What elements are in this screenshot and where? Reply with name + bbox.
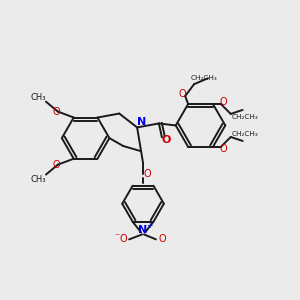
Text: CH₂CH₃: CH₂CH₃	[231, 131, 258, 137]
Text: CH₃: CH₃	[30, 93, 46, 102]
Text: CH₂CH₃: CH₂CH₃	[231, 114, 258, 120]
Text: O: O	[219, 97, 226, 107]
Text: O: O	[143, 169, 151, 179]
Text: CH₃: CH₃	[30, 175, 46, 184]
Text: CH₂CH₃: CH₂CH₃	[190, 75, 218, 81]
Text: O: O	[158, 234, 166, 244]
Text: O: O	[219, 144, 226, 154]
Text: N: N	[138, 226, 148, 236]
Text: O: O	[119, 234, 127, 244]
Text: O: O	[52, 106, 60, 117]
Text: O: O	[161, 135, 170, 145]
Text: O: O	[52, 160, 60, 170]
Text: O: O	[178, 89, 186, 99]
Text: +: +	[146, 221, 152, 230]
Text: ⁻: ⁻	[115, 232, 120, 242]
Text: N: N	[137, 118, 147, 128]
